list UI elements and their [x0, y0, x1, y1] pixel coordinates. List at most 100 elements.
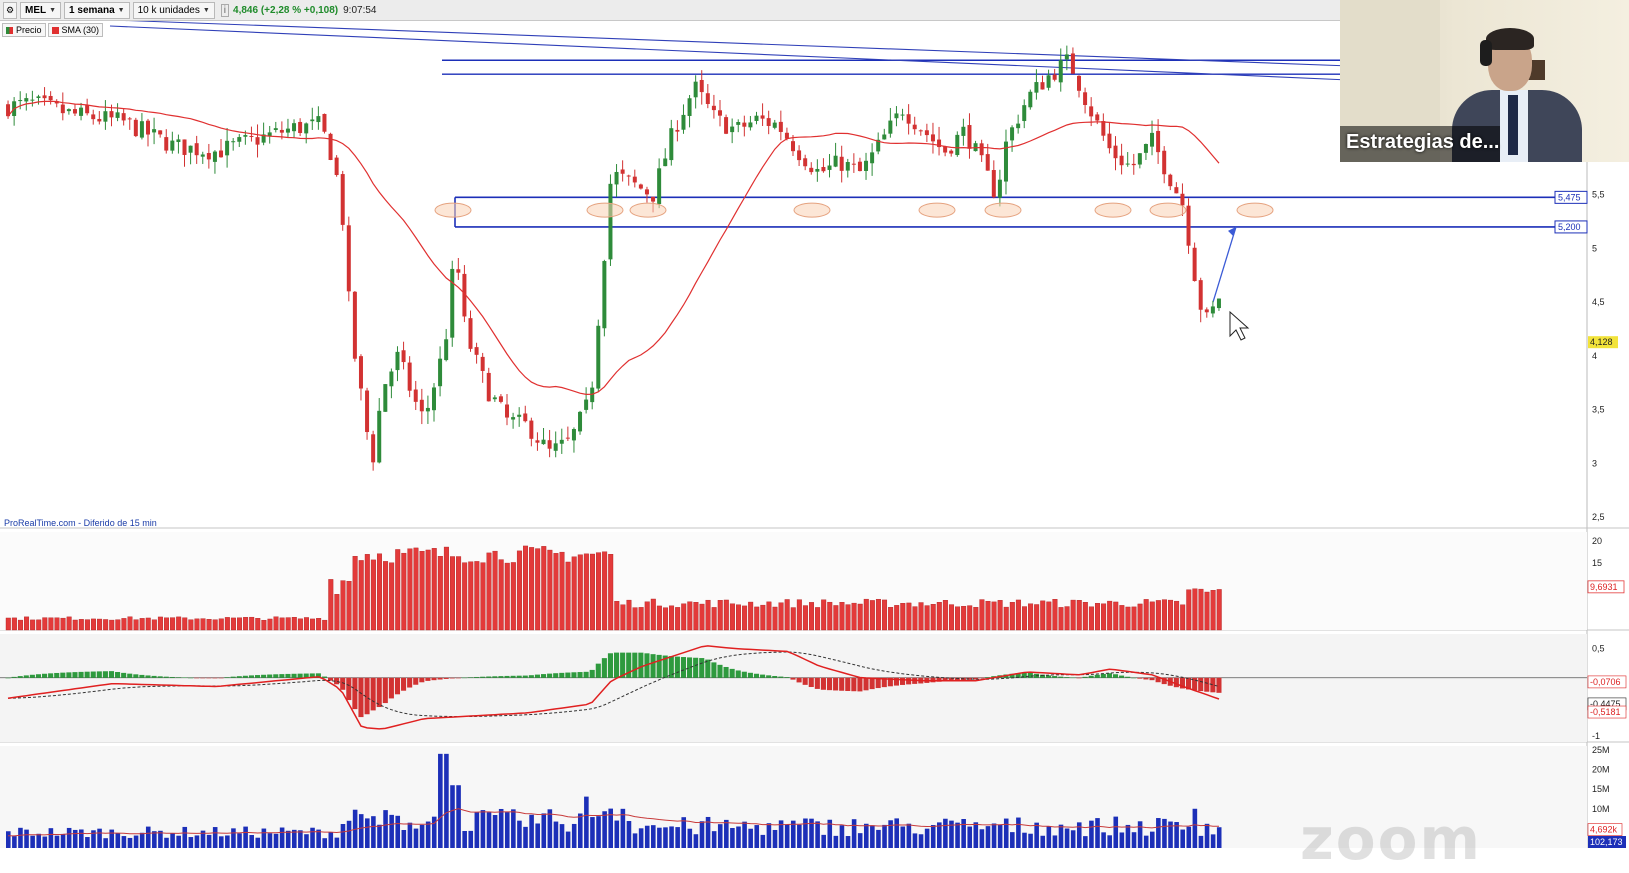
macd-histogram-bar [1076, 677, 1082, 679]
volume-bar [571, 823, 577, 848]
macd-histogram-bar [1173, 677, 1179, 688]
macd-histogram-bar [29, 674, 35, 678]
volume-bar [340, 824, 346, 848]
price-candle [827, 154, 832, 178]
price-candle [833, 142, 838, 168]
volume-bar [291, 829, 297, 848]
volume-bar [1204, 823, 1210, 848]
candle-body [1137, 153, 1142, 165]
vol-osc-bar [802, 605, 808, 631]
volume-bar [699, 821, 705, 848]
volume-bar [541, 813, 547, 848]
candle-body [894, 113, 899, 119]
volume-axis-tick: 10M [1592, 804, 1610, 814]
candle-body [724, 117, 729, 134]
candle-body [644, 189, 649, 195]
price-candle [1003, 129, 1008, 195]
price-candle [535, 432, 540, 451]
candle-body [711, 105, 716, 111]
volume-bar [152, 831, 157, 848]
info-icon[interactable]: i [220, 3, 230, 17]
chart-settings-button[interactable]: ⚙ [3, 1, 17, 19]
macd-histogram-bar [261, 674, 267, 678]
vol-osc-bar [437, 556, 443, 631]
volume-bar [1168, 821, 1173, 848]
vol-osc-bar [1216, 589, 1222, 631]
legend-price[interactable]: Precio [2, 23, 46, 37]
last-quote: 4,846 (+2,28 % +0,108) [233, 4, 339, 16]
vol-osc-bar [711, 607, 717, 631]
price-candle [991, 160, 996, 199]
volume-bar [158, 830, 163, 848]
candle-body [273, 128, 278, 130]
volume-bar [1028, 833, 1033, 848]
vol-osc-bar [553, 553, 559, 631]
candle-body [675, 129, 680, 132]
volume-bar [523, 826, 528, 848]
price-candle [1198, 277, 1203, 323]
macd-histogram-bar [753, 673, 760, 678]
vol-osc-bar [145, 617, 151, 631]
vol-osc-bar [164, 617, 169, 631]
vol-osc-bar [523, 545, 529, 631]
candle-body [699, 79, 704, 93]
candle-body [377, 410, 382, 463]
macd-histogram-bar [802, 677, 808, 685]
macd-histogram-bar [1119, 675, 1125, 678]
vol-osc-bar [1082, 602, 1088, 631]
price-candle [450, 260, 455, 347]
sma-line [7, 100, 1220, 396]
volume-bar [730, 827, 735, 848]
candle-body [1210, 306, 1215, 314]
vol-osc-bar [1192, 588, 1198, 631]
candle-body [456, 269, 461, 273]
symbol-select[interactable]: MEL ▼ [20, 1, 62, 19]
candle-body [1168, 174, 1173, 187]
volume-bar [60, 833, 66, 848]
price-candle [425, 395, 430, 424]
volume-bar [121, 836, 127, 848]
vol-osc-bar [78, 619, 84, 631]
price-candle [486, 367, 491, 402]
volume-bar [851, 819, 857, 848]
price-candle [145, 118, 150, 147]
candle-body [742, 122, 747, 127]
vol-osc-bar [480, 562, 486, 631]
candle-body [1204, 309, 1209, 313]
macd-histogram-bar [297, 673, 303, 678]
volume-bar [930, 825, 936, 848]
macd-histogram-bar [1046, 675, 1052, 678]
price-candle [675, 120, 680, 142]
price-candle [352, 291, 357, 362]
vol-osc-bar [60, 617, 66, 631]
volume-bar [632, 833, 638, 848]
price-candle [821, 158, 826, 173]
macd-histogram-bar [1082, 676, 1088, 678]
candle-body [486, 372, 491, 402]
price-candle [973, 140, 978, 152]
volume-bar [255, 837, 261, 848]
candle-body [225, 140, 230, 156]
vol-osc-bar [243, 617, 249, 631]
price-level-label: 5,475 [1558, 192, 1581, 202]
macd-histogram-bar [577, 672, 583, 678]
volume-bar [462, 831, 467, 848]
volume-bar [943, 818, 948, 848]
units-select[interactable]: 10 k unidades ▼ [132, 1, 215, 19]
vol-osc-bar [602, 551, 608, 631]
legend-sma[interactable]: SMA (30) [47, 23, 104, 37]
video-feed[interactable]: Estrategias de... [1340, 0, 1629, 162]
period-label: 1 semana [69, 4, 115, 16]
macd-histogram-bar [455, 677, 461, 679]
vol-osc-bar [596, 552, 602, 631]
macd-histogram-bar [772, 675, 778, 678]
price-candle [91, 109, 96, 125]
candle-body [797, 150, 802, 161]
price-candle [79, 102, 84, 121]
price-color-swatch [6, 26, 13, 34]
volume-bar [693, 834, 699, 848]
vol-osc-bar [1107, 600, 1113, 631]
period-select[interactable]: 1 semana ▼ [64, 1, 130, 19]
candle-body [316, 116, 321, 123]
